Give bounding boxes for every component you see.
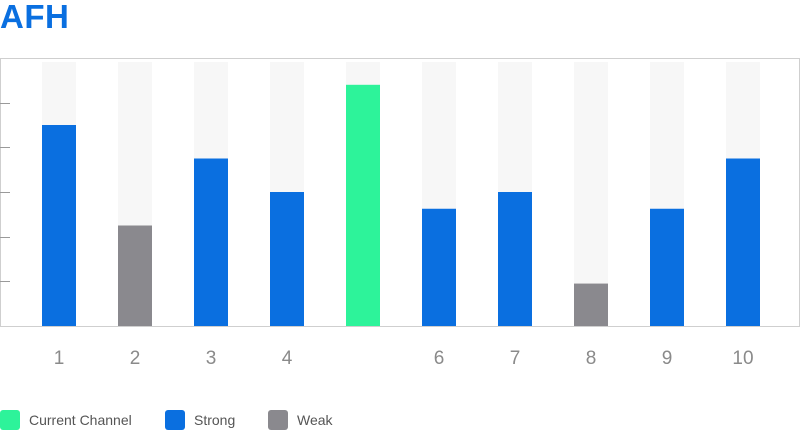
bar-2 bbox=[118, 225, 152, 326]
bar-9 bbox=[650, 208, 684, 326]
legend-item-current: Current Channel bbox=[0, 410, 132, 430]
afh-bar-chart: 1 2 3 4 6 7 8 9 10 bbox=[0, 58, 800, 369]
legend-swatch-current bbox=[0, 410, 20, 430]
x-tick-label-6: 6 bbox=[434, 348, 445, 369]
legend-item-weak: Weak bbox=[268, 410, 333, 430]
bar-10 bbox=[726, 158, 760, 326]
bar-6 bbox=[422, 208, 456, 326]
chart-title: AFH bbox=[0, 0, 70, 35]
x-tick-label-10: 10 bbox=[732, 348, 753, 369]
legend-label-strong: Strong bbox=[194, 412, 236, 428]
x-tick-label-7: 7 bbox=[510, 348, 521, 369]
legend-swatch-weak bbox=[268, 410, 288, 430]
chart-legend: Current Channel Strong Weak bbox=[0, 410, 800, 438]
bar-7 bbox=[498, 192, 532, 326]
legend-label-weak: Weak bbox=[297, 412, 333, 428]
x-tick-label-8: 8 bbox=[586, 348, 597, 369]
x-tick-label-4: 4 bbox=[282, 348, 293, 369]
x-tick-label-3: 3 bbox=[206, 348, 217, 369]
bar-5 bbox=[346, 84, 380, 326]
x-tick-label-9: 9 bbox=[662, 348, 673, 369]
x-tick-label-2: 2 bbox=[130, 348, 141, 369]
legend-item-strong: Strong bbox=[165, 410, 235, 430]
legend-swatch-strong bbox=[165, 410, 185, 430]
bar-8 bbox=[574, 283, 608, 326]
bar-track-8 bbox=[574, 62, 608, 326]
bar-1 bbox=[42, 125, 76, 326]
bar-4 bbox=[270, 192, 304, 326]
bar-3 bbox=[194, 158, 228, 326]
legend-label-current: Current Channel bbox=[29, 412, 132, 428]
x-tick-label-1: 1 bbox=[54, 348, 65, 369]
